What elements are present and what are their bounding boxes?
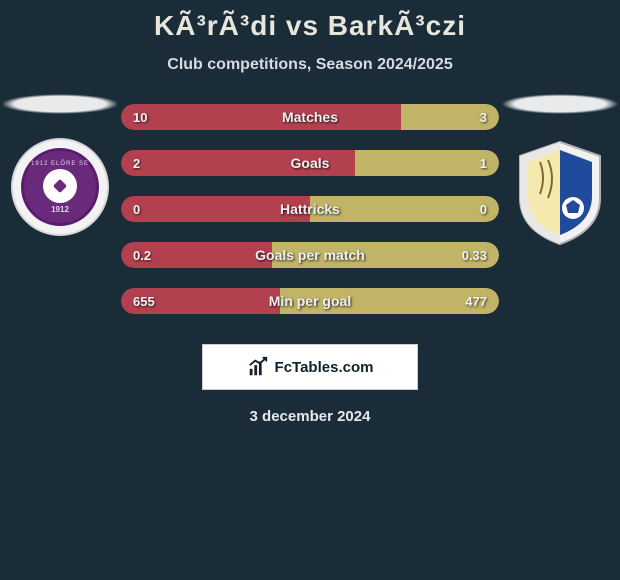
team-left-column: 1912 ELŐRE SE 1912 xyxy=(0,94,120,236)
stat-label: Matches xyxy=(121,109,499,125)
shadow-ellipse-right xyxy=(501,94,619,114)
stats-area: 1912 ELŐRE SE 1912 xyxy=(0,104,620,425)
team-right-column xyxy=(500,94,620,248)
stats-rows: 103Matches 21Goals 00Hattricks 0.20.33Goals… xyxy=(121,104,499,334)
shadow-ellipse-left xyxy=(1,94,119,114)
page-title: KÃ³rÃ³di vs BarkÃ³czi xyxy=(154,10,466,42)
crest-left-arc-text: 1912 ELŐRE SE xyxy=(31,161,89,167)
brand-box[interactable]: FcTables.com xyxy=(202,344,418,390)
team-right-crest xyxy=(510,138,610,248)
stat-label: Goals per match xyxy=(121,247,499,263)
stat-label: Goals xyxy=(121,155,499,171)
chart-icon xyxy=(247,356,269,378)
brand-text: FcTables.com xyxy=(275,359,374,376)
crest-left-year: 1912 xyxy=(51,205,69,214)
stat-row: 103Matches xyxy=(121,104,499,130)
stat-row: 21Goals xyxy=(121,150,499,176)
stat-row: 0.20.33Goals per match xyxy=(121,242,499,268)
crest-left-inner: 1912 ELŐRE SE 1912 xyxy=(21,148,99,226)
stat-label: Hattricks xyxy=(121,201,499,217)
date-text: 3 december 2024 xyxy=(250,408,371,425)
team-left-crest: 1912 ELŐRE SE 1912 xyxy=(11,138,109,236)
soccer-ball-icon xyxy=(43,169,77,203)
stat-row: 655477Min per goal xyxy=(121,288,499,314)
subtitle: Club competitions, Season 2024/2025 xyxy=(167,56,452,74)
stat-row: 00Hattricks xyxy=(121,196,499,222)
comparison-card: KÃ³rÃ³di vs BarkÃ³czi Club competitions,… xyxy=(0,0,620,425)
stat-label: Min per goal xyxy=(121,293,499,309)
